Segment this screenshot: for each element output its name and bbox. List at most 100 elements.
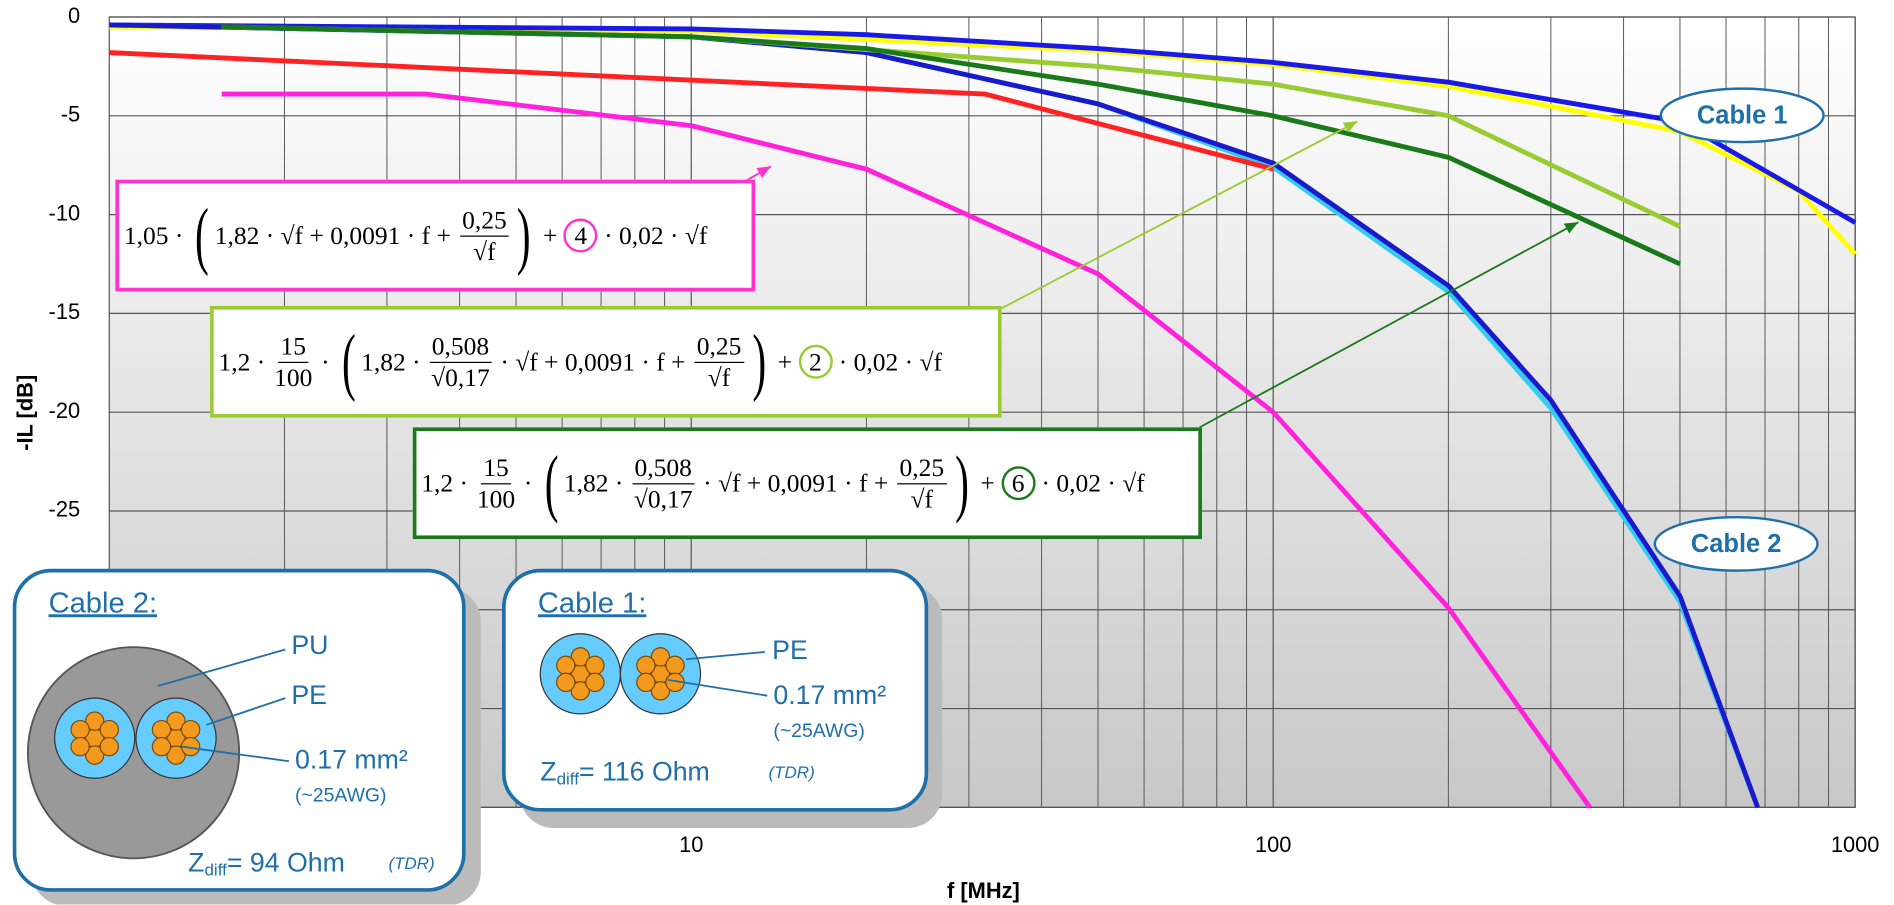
series-line — [109, 50, 1274, 172]
formula-text: · 0,02 · √f — [1035, 468, 1145, 498]
formula-paren: ( — [195, 194, 210, 277]
inset-impedance: Zdiff= 94 Ohm — [188, 848, 345, 881]
formula-text: · 0,02 · √f — [597, 220, 708, 250]
formula-text: + — [536, 220, 564, 250]
y-tick-label: -20 — [49, 398, 81, 423]
formula-fraction: 0,25 √f — [459, 205, 510, 267]
conductor-strand — [556, 655, 576, 676]
y-tick-label: -25 — [49, 497, 81, 522]
conductor-strand — [151, 719, 172, 740]
fraction-denominator: √0,17 — [431, 362, 490, 392]
inset-text: (TDR) — [389, 854, 435, 873]
formula-box: 1,05 · (1,82 · √f + 0,0091 · f + 0,25 √f)… — [115, 179, 756, 292]
formula-text: · — [314, 346, 337, 376]
formula-text: 1,82 · √f + 0,0091 · f + — [214, 220, 458, 250]
conductor-strand — [166, 711, 186, 731]
conductor-strand — [556, 672, 576, 693]
conductor-strand — [70, 719, 90, 740]
x-tick-label: 1000 — [1831, 832, 1880, 857]
series-line — [221, 24, 1681, 267]
formula-text: · — [517, 468, 539, 498]
inset-text: 0.17 mm² — [773, 680, 886, 710]
formula-text: + — [974, 468, 1002, 498]
leader — [206, 697, 286, 726]
formula-circled: 2 — [798, 344, 833, 379]
conductor-strand — [650, 647, 671, 667]
formula-paren: ) — [751, 320, 766, 404]
conductor-strand — [84, 711, 105, 731]
formula-fraction: 0,508 √0,17 — [632, 452, 695, 514]
impedance-part: Z — [540, 756, 556, 786]
impedance-part: = 94 Ohm — [227, 848, 345, 878]
formula-circled: 6 — [1001, 466, 1036, 501]
fraction-numerator: 0,25 — [897, 452, 947, 484]
plot-border — [108, 16, 1856, 808]
x-axis-label: f [MHz] — [947, 878, 1020, 903]
conductor-strand — [180, 719, 201, 740]
inset-text: (TDR) — [769, 763, 815, 782]
fraction-numerator: 15 — [480, 452, 512, 484]
formula-paren: ( — [341, 320, 356, 404]
formula-box: 1,2 · 15 100 · (1,82 · 0,508 √0,17 · √f + … — [210, 305, 1002, 418]
fraction-numerator: 0,25 — [694, 331, 744, 363]
formula-fraction: 15 100 — [274, 331, 312, 393]
formula-fraction: 15 100 — [477, 452, 515, 514]
formula-text: 1,05 · — [123, 220, 190, 250]
inset-box — [502, 568, 929, 812]
inset-text: PE — [291, 680, 327, 710]
inset-text: PU — [291, 630, 328, 660]
y-tick-label: -10 — [49, 200, 81, 225]
leader — [667, 678, 768, 697]
fraction-denominator: √f — [910, 483, 934, 513]
formula-text: · √f + 0,0091 · f + — [494, 346, 692, 376]
formula-circled: 4 — [563, 218, 598, 253]
leader — [181, 745, 290, 763]
formula-text: 1,2 · — [218, 346, 272, 376]
formula-paren: ( — [544, 441, 559, 525]
inset-impedance: Zdiff= 116 Ohm — [540, 756, 710, 789]
cable-label: Cable 2 — [1691, 530, 1782, 558]
conductor-strand — [151, 736, 172, 757]
formula-fraction: 0,508 √0,17 — [429, 331, 492, 393]
y-axis-label: -IL [dB] — [12, 375, 37, 451]
fraction-numerator: 0,508 — [632, 452, 695, 484]
formula-fraction: 0,25 √f — [694, 331, 744, 393]
inset-text: PE — [772, 635, 808, 665]
conductor-strand — [180, 736, 201, 757]
formula-text: 1,82 · — [361, 346, 427, 376]
conductor-strand — [665, 655, 685, 676]
formula-text: 1,2 · — [421, 468, 475, 498]
formula-paren: ) — [517, 194, 531, 277]
conductor-strand — [70, 736, 90, 757]
cable-label-bubble — [1653, 515, 1819, 572]
cable-label-bubble — [1659, 87, 1825, 144]
conductor-strand — [585, 672, 605, 693]
fraction-denominator: √f — [473, 236, 496, 266]
conductor-strand — [99, 719, 119, 740]
series-line — [109, 22, 1857, 225]
fraction-numerator: 0,508 — [429, 331, 492, 363]
series-line — [221, 91, 1592, 809]
fraction-denominator: √0,17 — [633, 483, 693, 513]
formula-text: 1,82 · — [563, 468, 630, 498]
conductor-strand — [570, 681, 591, 701]
conductor-strand — [570, 647, 591, 667]
formula-box: 1,2 · 15 100 · (1,82 · 0,508 √0,17 · √f + … — [412, 427, 1202, 540]
conductor-strand — [636, 672, 656, 693]
arrow-head — [1563, 222, 1579, 234]
cable-label: Cable 1 — [1697, 101, 1788, 129]
conductor-strand — [650, 681, 671, 701]
fraction-denominator: 100 — [476, 483, 516, 513]
impedance-part: = 116 Ohm — [579, 756, 710, 786]
y-tick-label: 0 — [68, 3, 80, 28]
conductor-strand — [99, 736, 119, 757]
inset-text: Cable 1: — [538, 587, 646, 619]
conductor-strand — [166, 745, 186, 765]
y-tick-label: -5 — [61, 102, 80, 127]
fraction-numerator: 15 — [278, 331, 309, 363]
x-tick-label: 10 — [679, 832, 703, 857]
formula-arrow — [998, 120, 1358, 311]
